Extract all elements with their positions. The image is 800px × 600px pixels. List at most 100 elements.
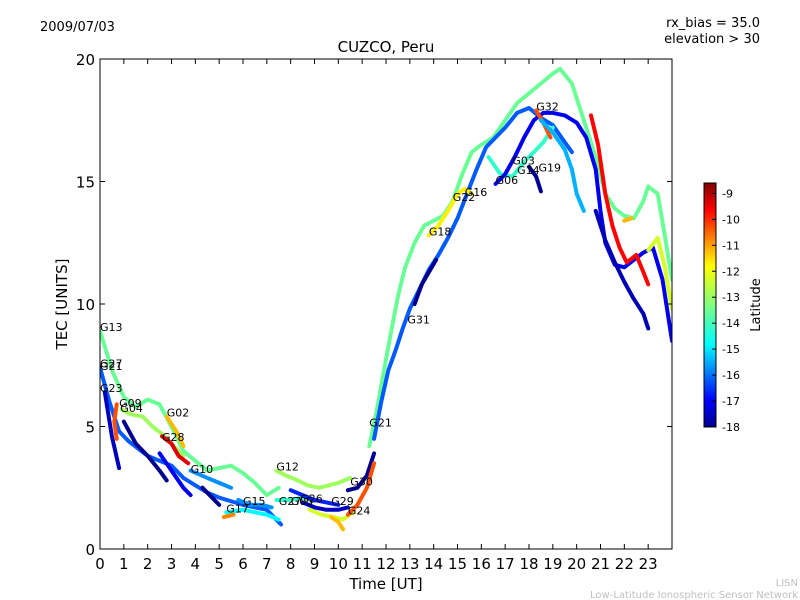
- satellite-label-g21: G21: [369, 417, 392, 430]
- x-tick-label: 11: [353, 555, 372, 573]
- satellite-label-g21: G21: [100, 360, 123, 373]
- satellite-label-g17: G17: [226, 502, 249, 515]
- satellite-label-g22: G22: [453, 191, 476, 204]
- satellite-label-g14: G14: [517, 164, 540, 177]
- satellite-track-3: [102, 390, 122, 471]
- satellite-track-34: [646, 235, 672, 311]
- x-tick-label: 14: [424, 555, 443, 573]
- x-axis-label: Time [UT]: [348, 575, 422, 593]
- x-tick-label: 23: [639, 555, 658, 573]
- satellite-label-g27: G27: [279, 495, 302, 508]
- chart-title: CUZCO, Peru: [338, 38, 435, 56]
- satellite-track-25: [426, 186, 474, 238]
- colorbar-tick-label: -14: [722, 317, 740, 330]
- colorbar-tick-label: -15: [722, 343, 740, 356]
- satellite-track-12: [224, 507, 281, 522]
- satellite-label-g27: G27: [100, 358, 123, 371]
- y-tick-label: 0: [85, 541, 95, 559]
- satellite-label-g18: G18: [429, 225, 452, 238]
- satellite-label-g28: G28: [162, 431, 185, 444]
- satellite-label-g23: G23: [100, 382, 123, 395]
- satellite-track-30: [527, 164, 543, 194]
- x-tick-label: 5: [214, 555, 224, 573]
- satellite-track-8: [160, 434, 191, 466]
- x-tick-label: 22: [615, 555, 634, 573]
- satellite-label-g03: G03: [512, 154, 535, 167]
- elevation-label: elevation > 30: [664, 32, 760, 47]
- x-tick-label: 12: [376, 555, 395, 573]
- satellite-label-g02: G02: [167, 407, 190, 420]
- satellite-track-32: [593, 208, 651, 331]
- series-layer: [100, 66, 672, 532]
- satellite-track-17: [288, 488, 341, 507]
- colorbar-tick-label: -17: [722, 395, 740, 408]
- satellite-track-1: [100, 328, 281, 498]
- x-tick-label: 4: [191, 555, 201, 573]
- colorbar: [703, 182, 717, 428]
- y-tick-label: 15: [76, 174, 95, 192]
- x-tick-label: 21: [591, 555, 610, 573]
- satellite-track-5: [112, 402, 119, 441]
- satellite-track-13: [221, 512, 236, 520]
- x-tick-label: 1: [119, 555, 129, 573]
- footer-network: Low-Latitude Ionospheric Sensor Network: [590, 590, 798, 600]
- x-tick-label: 13: [400, 555, 419, 573]
- satellite-label-g05: G05: [291, 495, 314, 508]
- satellite-track-24: [372, 106, 574, 441]
- satellite-track-28: [493, 110, 672, 343]
- x-tick-label: 19: [543, 555, 562, 573]
- y-axis-label: TEC [UNITS]: [53, 259, 71, 351]
- x-tick-label: 3: [167, 555, 177, 573]
- satellite-track-35: [538, 118, 586, 213]
- colorbar-tick-label: -18: [722, 421, 740, 434]
- colorbar-tick-label: -13: [722, 291, 740, 304]
- satellite-track-7: [164, 414, 186, 449]
- satellite-track-14: [236, 498, 274, 510]
- y-axis-ticks: 0 5 10 15 20: [76, 51, 672, 559]
- colorbar-tick-label: -12: [722, 265, 740, 278]
- colorbar-tick-label: -11: [722, 239, 740, 252]
- satellite-label-g32: G32: [536, 101, 559, 114]
- x-tick-label: 2: [143, 555, 153, 573]
- x-tick-label: 17: [496, 555, 515, 573]
- x-tick-label: 9: [310, 555, 320, 573]
- satellite-track-15: [274, 468, 353, 490]
- satellite-label-g09: G09: [119, 397, 142, 410]
- satellite-track-27: [486, 125, 555, 179]
- x-axis-ticks: 0 1 2 3 4 5 6 7 8 9 10 11 12 13 14 15 16 17 18 19 20 21 22 23: [95, 59, 658, 573]
- x-tick-label: 8: [286, 555, 296, 573]
- satellite-track-31: [589, 113, 651, 287]
- y-tick-label: 20: [76, 51, 95, 69]
- x-tick-label: 6: [238, 555, 248, 573]
- x-tick-label: 7: [262, 555, 272, 573]
- satellite-label-g12: G12: [276, 461, 299, 474]
- satellite-label-g16: G16: [465, 186, 488, 199]
- satellite-track-10: [188, 468, 234, 490]
- satellite-track-33: [622, 216, 634, 223]
- colorbar-label: Latitude: [749, 278, 764, 332]
- x-tick-label: 16: [472, 555, 491, 573]
- x-tick-label: 20: [567, 555, 586, 573]
- satellite-track-11: [200, 485, 222, 507]
- colorbar-tick-label: -16: [722, 369, 740, 382]
- satellite-track-2: [100, 365, 284, 527]
- x-tick-label: 10: [329, 555, 348, 573]
- rx-bias-label: rx_bias = 35.0: [666, 16, 760, 31]
- satellite-label-g15: G15: [243, 495, 266, 508]
- satellite-label-g10: G10: [191, 463, 214, 476]
- y-tick-label: 5: [85, 419, 95, 437]
- satellite-track-21: [345, 451, 377, 493]
- satellite-label-g29: G29: [331, 495, 354, 508]
- satellite-label-g26: G26: [300, 492, 323, 505]
- satellite-track-4: [121, 419, 169, 483]
- satellite-label-g04: G04: [120, 402, 143, 415]
- x-tick-label: 0: [95, 555, 105, 573]
- date-label: 2009/07/03: [40, 20, 115, 35]
- colorbar-tick-label: -9: [722, 187, 733, 200]
- satellite-track-9: [157, 451, 193, 498]
- satellite-label-g13: G13: [100, 321, 123, 334]
- x-tick-label: 18: [519, 555, 538, 573]
- colorbar-ticks: -9 -10 -11 -12 -13 -14 -15 -16 -17 -18: [712, 187, 740, 434]
